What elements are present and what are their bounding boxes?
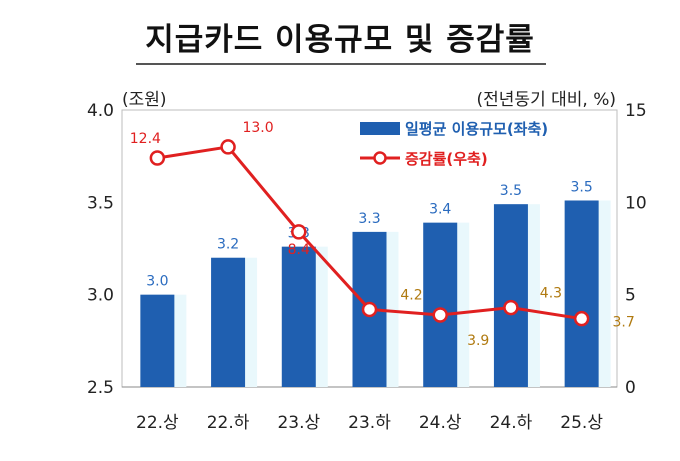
bar [493,204,528,387]
bar-data-label: 3.4 [429,202,451,218]
bar-data-label: 3.0 [146,274,168,290]
line-point [149,150,166,166]
x-axis-tick: 24.하 [490,413,533,433]
line-point [291,224,307,240]
bar-data-label: 3.5 [571,179,593,195]
line-data-label: 3.7 [613,315,635,331]
left-axis-tick: 4.0 [87,101,114,121]
chart-title: 지급카드 이용규모 및 증감률 [145,22,535,58]
x-axis-tick: 23.하 [348,413,391,433]
left-axis-unit: (조원) [122,90,167,110]
right-axis-tick: 0 [625,378,636,398]
bar [423,222,458,387]
x-axis-tick: 25.상 [560,413,603,433]
line-data-label: 4.3 [540,286,562,302]
line-data-label: 12.4 [130,131,161,147]
right-axis-tick: 5 [625,286,636,306]
x-axis-tick: 22.상 [136,413,179,433]
x-axis-tick: 22.하 [207,413,250,433]
line-point [503,299,519,316]
line-point [432,307,448,323]
right-axis-unit: (전년동기 대비, %) [477,90,616,110]
left-axis-tick: 3.5 [87,193,114,213]
bar-data-label: 3.3 [358,211,380,227]
x-axis-tick: 23.상 [277,413,320,433]
line-point [573,310,590,327]
line-point [361,301,378,318]
bar [211,257,246,387]
line-point [220,139,236,155]
line-data-label: 13.0 [242,120,273,136]
bar [281,246,316,387]
left-axis-tick: 2.5 [87,378,114,398]
bar-series: 3.03.23.33.33.43.53.5 [140,179,611,387]
axis-ticks: 2.5 3.0 3.5 4.0 0 5 10 15 22.상 22.하 23.상 23.하 24.상 24… [87,101,647,433]
bar [564,200,599,387]
line-data-label: 8.4 [288,242,310,258]
legend-line-label: 증감률(우축) [405,150,488,168]
bar [140,294,175,387]
line-data-label: 4.2 [400,287,422,303]
bar-data-label: 3.2 [217,237,239,253]
legend-bar-swatch [360,122,400,135]
right-axis-tick: 10 [625,193,647,213]
left-axis-tick: 3.0 [87,286,114,306]
title-underline [136,63,546,65]
bar-data-label: 3.5 [500,183,522,199]
line-series: 12.4 13.0 8.4 4.2 3.9 4.3 3.7 [130,120,635,349]
right-axis-tick: 15 [625,101,647,121]
legend-line-marker [373,151,387,165]
legend-bar-label: 일평균 이용규모(좌축) [405,120,548,138]
line-data-label: 3.9 [467,333,489,349]
legend: 일평균 이용규모(좌축) 증감률(우축) [360,120,548,168]
x-axis-tick: 24.상 [419,413,462,433]
